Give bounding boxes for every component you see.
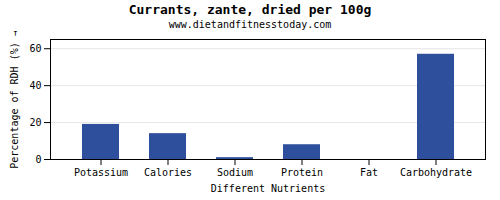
svg-text:40: 40 [29, 80, 41, 91]
svg-text:Different Nutrients: Different Nutrients [211, 183, 325, 194]
svg-text:20: 20 [29, 117, 41, 128]
svg-text:0: 0 [35, 154, 41, 165]
svg-text:Percentage of RDH (%) →: Percentage of RDH (%) → [9, 31, 20, 169]
svg-text:Carbohydrate: Carbohydrate [400, 167, 472, 178]
svg-text:Protein: Protein [281, 167, 323, 178]
html-text:www.dietandfitnesstoday.com: www.dietandfitnesstoday.com [168, 19, 332, 30]
svg-text:Calories: Calories [144, 167, 192, 178]
svg-text:Sodium: Sodium [217, 167, 253, 178]
svg-text:Fat: Fat [360, 167, 378, 178]
html-text:Currants, zante, dried per 100: Currants, zante, dried per 100g [128, 2, 372, 17]
svg-text:60: 60 [29, 43, 41, 54]
svg-text:Potassium: Potassium [74, 167, 128, 178]
